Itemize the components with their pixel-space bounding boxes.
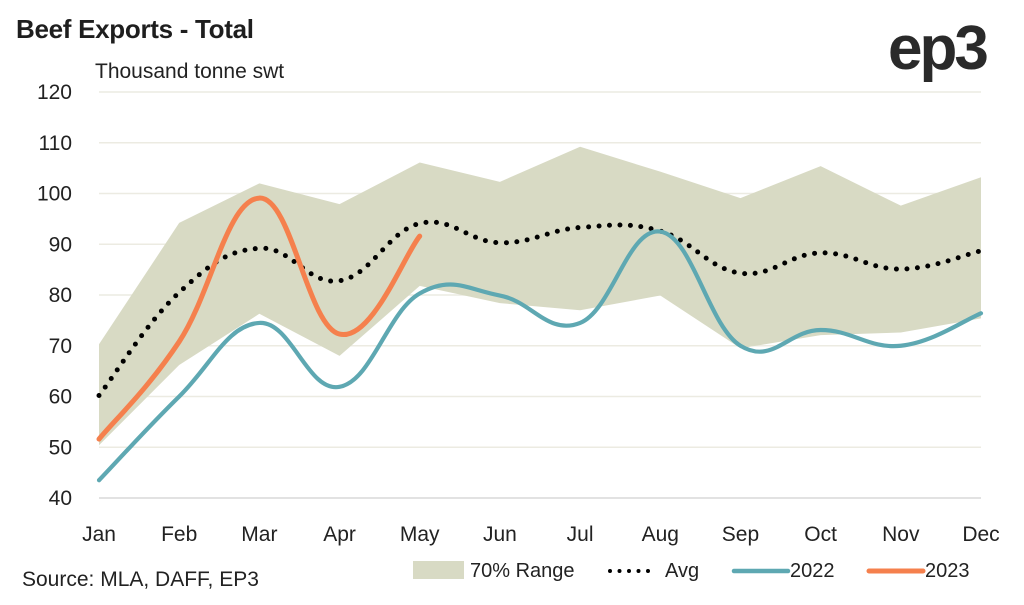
ep3-logo: ep3 <box>888 14 989 83</box>
x-tick-label: Sep <box>722 523 759 546</box>
legend: 70% Range Avg 2022 2023 <box>413 560 970 582</box>
y-tick-label: 50 <box>49 436 72 459</box>
x-tick-label: Mar <box>241 523 277 546</box>
source-note: Source: MLA, DAFF, EP3 <box>22 568 259 591</box>
series-lines-layer <box>96 195 984 483</box>
x-tick-label: Feb <box>161 523 197 546</box>
legend-label-2023: 2023 <box>925 560 970 582</box>
y-tick-label: 60 <box>49 386 72 409</box>
range-area-layer <box>99 146 981 446</box>
legend-label-avg: Avg <box>665 560 699 582</box>
y-tick-label: 80 <box>49 284 72 307</box>
y-tick-label: 100 <box>37 183 72 206</box>
chart-title: Beef Exports - Total <box>16 14 254 44</box>
y-tick-label: 40 <box>49 487 72 510</box>
x-tick-label: Nov <box>882 523 920 546</box>
y-tick-label: 90 <box>49 233 72 256</box>
y-tick-label: 70 <box>49 335 72 358</box>
x-tick-label: Jul <box>567 523 594 546</box>
x-tick-label: Dec <box>962 523 999 546</box>
series-avg-line <box>96 219 984 398</box>
x-axis-ticks: Jan Feb Mar Apr May Jun Jul Aug Sep Oct Nov Dec <box>82 523 1000 546</box>
y-axis-unit-label: Thousand tonne swt <box>95 60 285 83</box>
legend-label-2022: 2022 <box>790 560 835 582</box>
legend-label-range: 70% Range <box>470 560 575 582</box>
x-tick-label: May <box>400 523 440 546</box>
y-axis-ticks: 40 50 60 70 80 90 100 110 120 <box>37 81 72 510</box>
y-tick-label: 120 <box>37 81 72 104</box>
x-tick-label: Aug <box>642 523 679 546</box>
legend-swatch-range <box>413 561 464 579</box>
x-tick-label: Jun <box>483 523 517 546</box>
y-tick-label: 110 <box>39 132 72 155</box>
range-area <box>99 146 981 446</box>
x-tick-label: Oct <box>804 523 837 546</box>
x-tick-label: Jan <box>82 523 116 546</box>
series-2022-line <box>96 229 984 483</box>
x-tick-label: Apr <box>323 523 356 546</box>
series-2023-line <box>96 195 423 442</box>
